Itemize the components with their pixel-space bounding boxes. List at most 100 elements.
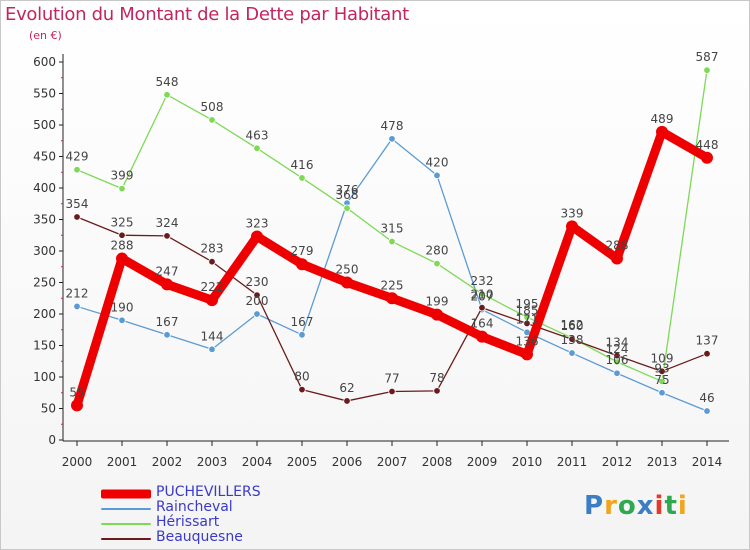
data-label: 195: [516, 297, 539, 311]
data-label: 164: [471, 317, 494, 331]
data-label: 190: [111, 300, 134, 314]
x-tick-label: 2001: [107, 455, 138, 469]
data-label: 225: [381, 278, 404, 292]
y-tick-label: 500: [33, 118, 56, 132]
data-label: 207: [471, 290, 494, 304]
data-label: 429: [66, 150, 89, 164]
data-point: [298, 174, 306, 182]
x-tick-label: 2005: [287, 455, 318, 469]
data-label: 124: [606, 342, 629, 356]
data-label: 448: [696, 138, 719, 152]
data-label: 80: [294, 370, 309, 384]
data-point: [118, 184, 126, 193]
data-point: [656, 125, 668, 138]
legend-item: Beauquesne: [101, 529, 421, 546]
data-label: 247: [156, 264, 179, 278]
x-tick-label: 2000: [62, 455, 93, 469]
data-point: [611, 252, 623, 265]
data-label: 368: [336, 188, 359, 202]
data-label: 200: [246, 294, 269, 308]
data-label: 137: [696, 334, 719, 348]
data-label: 210: [471, 288, 494, 302]
data-point: [163, 91, 171, 99]
x-tick-label: 2014: [692, 455, 723, 469]
x-tick-label: 2007: [377, 455, 408, 469]
data-point: [476, 330, 488, 343]
y-tick-label: 50: [41, 402, 56, 416]
y-tick-label: 300: [33, 244, 56, 258]
x-tick-label: 2012: [602, 455, 633, 469]
y-tick-label: 150: [33, 339, 56, 353]
y-tick-label: 0: [48, 433, 56, 447]
data-label: 339: [561, 206, 584, 220]
data-point: [433, 259, 441, 268]
x-tick-label: 2013: [647, 455, 678, 469]
data-label: 230: [246, 275, 269, 289]
x-tick-label: 2009: [467, 455, 498, 469]
data-point: [658, 377, 666, 386]
data-label: 463: [246, 128, 269, 142]
data-point: [388, 135, 396, 143]
data-label: 489: [651, 112, 674, 126]
data-point: [613, 351, 621, 360]
data-label: 106: [606, 353, 629, 367]
data-label: 144: [201, 329, 224, 343]
data-label: 138: [561, 333, 584, 347]
data-point: [298, 385, 306, 394]
data-point: [73, 213, 81, 221]
data-point: [298, 331, 306, 339]
data-label: 199: [426, 295, 449, 309]
data-point: [388, 387, 396, 396]
data-label: 288: [111, 239, 134, 253]
data-point: [521, 348, 533, 361]
data-label: 420: [426, 155, 449, 169]
x-tick-label: 2006: [332, 455, 363, 469]
data-point: [386, 292, 398, 305]
data-point: [161, 278, 173, 291]
data-point: [658, 389, 666, 397]
data-label: 185: [516, 303, 539, 317]
legend-label: Hérissart: [156, 514, 220, 530]
data-label: 376: [336, 183, 359, 197]
legend-item: Hérissart: [101, 514, 421, 531]
data-label: 279: [291, 244, 314, 258]
data-point: [206, 294, 218, 307]
x-tick-label: 2002: [152, 455, 183, 469]
legend-item: Raincheval: [101, 499, 421, 516]
data-point: [208, 116, 216, 124]
data-label: 160: [561, 319, 584, 333]
chart-title: Evolution du Montant de la Dette par Hab…: [5, 4, 409, 25]
data-label: 399: [111, 169, 134, 183]
data-label: 250: [336, 263, 359, 277]
data-label: 167: [291, 315, 314, 329]
data-label: 75: [654, 373, 669, 387]
legend-swatch: [101, 489, 151, 498]
data-point: [703, 407, 711, 415]
data-label: 136: [516, 334, 539, 348]
data-point: [163, 331, 171, 339]
legend-label: PUCHEVILLERS: [156, 484, 261, 500]
data-label: 46: [699, 391, 714, 405]
data-label: 325: [111, 215, 134, 229]
y-tick-label: 350: [33, 213, 56, 227]
data-label: 280: [426, 244, 449, 258]
legend: PUCHEVILLERS Raincheval Hérissart Beauquesn…: [101, 484, 421, 546]
legend-label: Beauquesne: [156, 529, 243, 545]
data-point: [343, 204, 351, 212]
y-tick-label: 100: [33, 370, 56, 384]
data-label: 62: [339, 381, 354, 395]
x-tick-label: 2003: [197, 455, 228, 469]
legend-item: PUCHEVILLERS: [101, 484, 421, 501]
data-point: [163, 232, 171, 240]
data-label: 416: [291, 158, 314, 172]
data-point: [343, 397, 351, 405]
data-point: [253, 310, 261, 318]
legend-swatch: [101, 507, 151, 510]
y-tick-label: 600: [33, 55, 56, 69]
legend-swatch: [101, 522, 151, 525]
x-tick-label: 2008: [422, 455, 453, 469]
data-point: [341, 276, 353, 289]
legend-label: Raincheval: [156, 499, 233, 515]
